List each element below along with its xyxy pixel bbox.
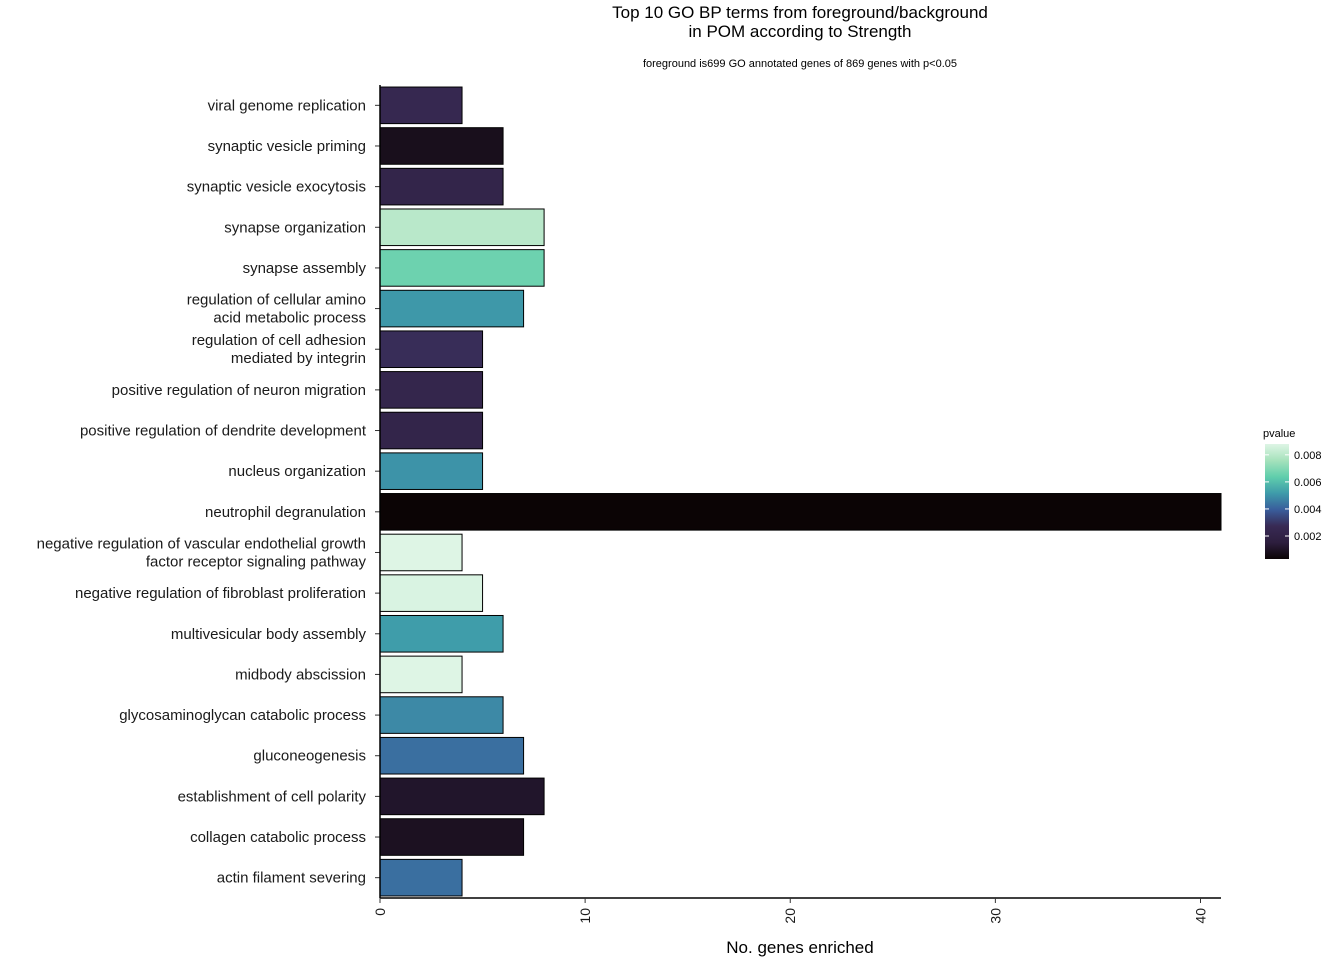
category-label: viral genome replication [208, 97, 366, 114]
bar [379, 330, 484, 369]
bar [379, 533, 463, 572]
bar [379, 614, 504, 653]
bar [379, 655, 463, 694]
legend-tick-label: 0.006 [1294, 477, 1322, 489]
category-labels: viral genome replication synaptic vesicle… [37, 97, 380, 887]
category-label: synaptic vesicle exocytosis [187, 179, 366, 196]
bar [379, 411, 484, 450]
legend: pvalue 0.002 0.004 0.006 0.008 [1263, 428, 1322, 559]
bar [379, 493, 1222, 531]
bar [379, 696, 504, 734]
category-label: actin filament severing [217, 870, 366, 887]
x-axis-ticks: 0 10 20 30 40 [372, 898, 1208, 924]
legend-tick-label: 0.004 [1294, 504, 1322, 516]
bar [379, 167, 504, 206]
chart-title-line: Top 10 GO BP terms from foreground/backg… [612, 3, 988, 22]
category-label: synaptic vesicle priming [208, 138, 366, 155]
bar [379, 574, 484, 612]
category-label: collagen catabolic process [190, 829, 366, 846]
bar [379, 736, 525, 775]
legend-tick-label: 0.008 [1294, 450, 1322, 462]
bar [379, 289, 525, 328]
category-label: glycosaminoglycan catabolic process [119, 707, 366, 724]
category-label: multivesicular body assembly [171, 626, 367, 643]
legend-tick-label: 0.002 [1294, 531, 1322, 543]
x-tick-label: 0 [372, 908, 388, 916]
x-tick-label: 40 [1192, 908, 1208, 924]
category-label: negative regulation of fibroblast prolif… [75, 585, 366, 602]
bar [379, 208, 545, 247]
category-label: establishment of cell polarity [178, 788, 367, 805]
bar [379, 818, 525, 856]
category-label: gluconeogenesis [253, 748, 366, 765]
x-tick-label: 10 [577, 908, 593, 924]
bar [379, 371, 484, 409]
chart-title-line: in POM according to Strength [688, 22, 911, 41]
bar [379, 777, 545, 816]
x-axis-label: No. genes enriched [726, 938, 873, 957]
axes [379, 85, 1221, 899]
bar [379, 452, 484, 490]
bar [379, 249, 545, 287]
chart-subtitle: foreground is699 GO annotated genes of 8… [643, 58, 957, 70]
x-tick-label: 30 [987, 908, 1003, 924]
chart-title: Top 10 GO BP terms from foreground/backg… [612, 3, 988, 41]
legend-title: pvalue [1263, 428, 1295, 440]
category-label: positive regulation of neuron migration [112, 382, 366, 399]
category-label: neutrophil degranulation [205, 504, 366, 521]
bar [379, 86, 463, 125]
category-label: negative regulation of vascular endothel… [37, 535, 367, 570]
category-label: midbody abscission [235, 666, 366, 683]
legend-colorbar [1265, 444, 1289, 559]
category-label: synapse organization [224, 219, 366, 236]
bar [379, 858, 463, 897]
category-label: regulation of cell adhesion mediated by i… [192, 332, 366, 367]
x-tick-label: 20 [782, 908, 798, 924]
category-label: positive regulation of dendrite developm… [80, 423, 367, 440]
bar [379, 127, 504, 165]
category-label: nucleus organization [228, 463, 366, 480]
category-label: synapse assembly [243, 260, 367, 277]
bars-group [379, 86, 1222, 897]
category-label: regulation of cellular amino acid metabol… [187, 292, 366, 327]
